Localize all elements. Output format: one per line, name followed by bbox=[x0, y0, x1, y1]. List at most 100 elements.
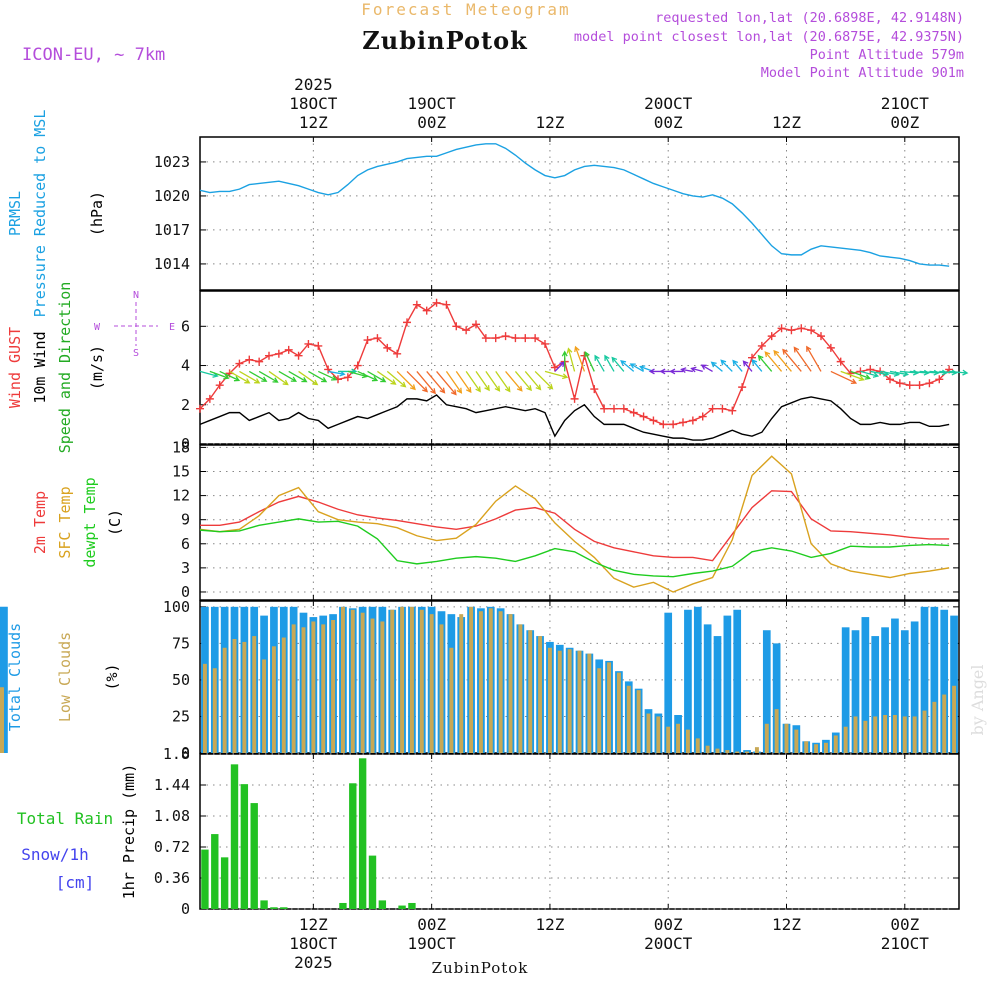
total-clouds-bar bbox=[693, 606, 702, 753]
wind-direction-arrow bbox=[629, 363, 644, 372]
total-clouds-bar bbox=[723, 615, 732, 753]
low-clouds-bar bbox=[626, 685, 631, 753]
time-tick-bottom-label: 00Z bbox=[654, 915, 683, 934]
precip-legend-label: Total Rain bbox=[17, 809, 113, 828]
wind-direction-arrow bbox=[840, 370, 865, 382]
panel-precip: 0 0.36 0.72 1.08 1.44 1.8 Total Rain Snow/1h [cm… bbox=[17, 745, 960, 918]
wind-direction-arrow bbox=[258, 370, 279, 383]
wind-direction-arrow bbox=[669, 368, 683, 375]
wind-direction-arrow bbox=[209, 370, 230, 380]
y-axis-title: Wind GUST bbox=[6, 327, 24, 408]
total-clouds-bar bbox=[733, 609, 742, 753]
y-tick-label: 6 bbox=[181, 317, 190, 335]
y-tick-label: 75 bbox=[172, 634, 190, 652]
wind-direction-arrow bbox=[298, 370, 319, 386]
y-tick-label: 1.8 bbox=[163, 745, 190, 763]
gust-marker bbox=[718, 404, 727, 413]
low-clouds-bar bbox=[380, 621, 385, 753]
total-clouds-bar bbox=[762, 630, 771, 753]
low-clouds-bar bbox=[212, 668, 217, 753]
gust-marker bbox=[817, 332, 825, 341]
total-clouds-bar bbox=[772, 643, 781, 753]
gust-marker bbox=[432, 298, 441, 307]
y-tick-label: 9 bbox=[181, 511, 190, 529]
y-tick-label: 0.36 bbox=[154, 869, 190, 887]
gust-marker bbox=[738, 383, 747, 392]
gust-marker bbox=[324, 365, 333, 374]
gust-marker bbox=[550, 363, 559, 372]
rain-bar bbox=[349, 783, 357, 909]
wind-direction-arrow bbox=[773, 349, 792, 372]
wind-direction-arrow bbox=[584, 350, 595, 372]
rain-bar bbox=[220, 857, 229, 909]
y-axis-title: (%) bbox=[103, 663, 121, 690]
low-clouds-bar bbox=[577, 650, 582, 753]
wind-direction-arrow bbox=[690, 366, 703, 373]
time-tick-top-label: 12Z bbox=[535, 113, 564, 132]
gust-marker bbox=[481, 334, 490, 343]
low-clouds-bar bbox=[843, 726, 848, 753]
y-axis-title: SFC Temp bbox=[56, 486, 74, 558]
gust-marker bbox=[274, 349, 283, 358]
low-clouds-bar bbox=[587, 653, 592, 753]
low-clouds-bar bbox=[538, 636, 543, 753]
low-clouds-bar bbox=[922, 710, 927, 753]
gust-marker bbox=[215, 381, 224, 390]
time-tick-top-label: 2025 bbox=[294, 75, 333, 94]
low-clouds-bar bbox=[666, 726, 671, 753]
rain-bar bbox=[240, 784, 249, 909]
low-clouds-bar bbox=[754, 747, 759, 753]
precip-legend-label: [cm] bbox=[56, 873, 95, 892]
gust-marker bbox=[836, 357, 845, 366]
y-tick-label: 4 bbox=[181, 357, 190, 375]
wind-direction-arrow bbox=[700, 364, 713, 372]
point-altitude: Point Altitude 579m bbox=[810, 47, 964, 63]
compass-west: W bbox=[94, 322, 101, 333]
compass-south: S bbox=[133, 348, 139, 359]
credit-watermark: by Angel bbox=[968, 664, 987, 735]
low-clouds-bar bbox=[646, 713, 651, 753]
wind-direction-arrow bbox=[318, 370, 338, 381]
wind-direction-arrow bbox=[465, 371, 481, 393]
wind-direction-arrow bbox=[929, 369, 948, 376]
gust-marker bbox=[383, 343, 392, 352]
gust-marker bbox=[807, 326, 816, 335]
gust-marker bbox=[669, 420, 678, 429]
low-clouds-bar bbox=[528, 630, 533, 753]
wind-direction-arrow bbox=[561, 350, 568, 372]
y-tick-label: 1.08 bbox=[154, 807, 190, 825]
gust-marker bbox=[659, 420, 668, 429]
low-clouds-bar bbox=[281, 637, 286, 753]
y-axis-title: 2m Temp bbox=[31, 491, 49, 554]
wind-direction-arrow bbox=[396, 370, 416, 391]
gust-marker bbox=[905, 381, 914, 390]
panel-frame bbox=[199, 290, 960, 445]
y-tick-label: 1014 bbox=[154, 255, 190, 273]
y-axis-title: 10m Wind bbox=[31, 331, 49, 403]
low-clouds-bar bbox=[301, 627, 306, 753]
low-clouds-bar bbox=[607, 662, 612, 753]
gust-marker bbox=[826, 343, 835, 352]
panel-temperature: 0 3 6 9 12 15 18 2m Temp SFC Temp dewpt Temp (C) bbox=[31, 438, 960, 601]
low-clouds-bar bbox=[429, 614, 434, 753]
time-tick-top-label: 18OCT bbox=[289, 94, 338, 113]
gust-marker bbox=[442, 300, 451, 309]
wind-direction-arrow bbox=[445, 371, 463, 394]
wind-direction-arrow bbox=[524, 371, 542, 391]
low-clouds-bar bbox=[833, 735, 838, 753]
gust-marker bbox=[610, 404, 618, 413]
wind-direction-arrow bbox=[594, 354, 605, 372]
low-clouds-bar bbox=[508, 614, 513, 753]
low-clouds-bar bbox=[952, 685, 957, 753]
wind-direction-arrow bbox=[367, 370, 387, 383]
total-clouds-bar bbox=[920, 606, 929, 753]
y-axis-title: 1hr Precip (mm) bbox=[120, 764, 138, 899]
total-clouds-bar bbox=[713, 636, 722, 753]
total-clouds-bar bbox=[930, 606, 939, 753]
y-axis-title: Total Clouds bbox=[6, 623, 24, 731]
footer-station: ZubinPotok bbox=[432, 959, 529, 977]
wind-direction-arrow bbox=[239, 370, 261, 384]
low-clouds-bar bbox=[942, 694, 947, 753]
wind-direction-arrow bbox=[566, 347, 576, 372]
low-clouds-bar bbox=[636, 690, 641, 753]
